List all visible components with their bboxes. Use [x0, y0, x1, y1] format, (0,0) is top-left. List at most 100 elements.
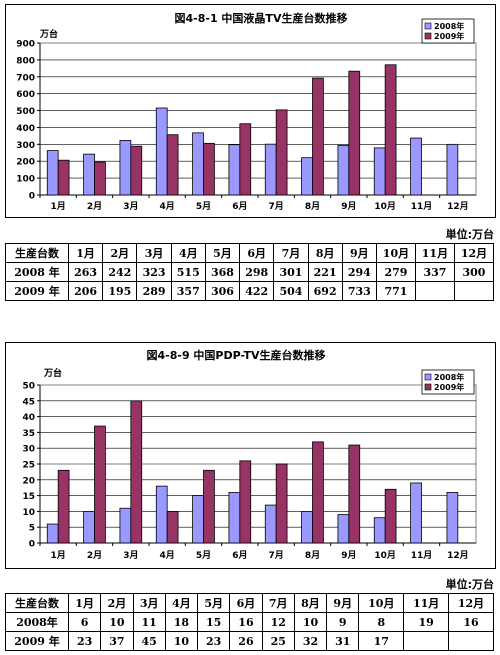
table-cell: 6 — [67, 612, 102, 632]
bar-2008 — [373, 517, 386, 544]
table-month-header: 11月 — [414, 243, 455, 263]
table-cell: 23 — [197, 631, 231, 651]
x-tick-label: 9月 — [341, 201, 356, 212]
table-cell: 263 — [67, 262, 104, 282]
table-month-header: 7月 — [261, 593, 295, 613]
x-tick-label: 10月 — [374, 550, 396, 561]
bar-2009 — [348, 444, 361, 544]
y-axis-unit-label: 万台 — [39, 28, 58, 40]
y-tick-label: 30 — [22, 445, 35, 455]
table-month-header: 12月 — [448, 593, 494, 613]
x-tick-label: 9月 — [341, 550, 356, 561]
plot-area — [39, 42, 477, 196]
table-month-header: 12月 — [453, 243, 495, 263]
bar-2008 — [46, 150, 59, 196]
table-month-header: 5月 — [197, 593, 231, 613]
table-cell: 23 — [67, 631, 102, 651]
table-cell: 17 — [358, 631, 405, 651]
y-tick-label: 45 — [22, 397, 35, 407]
x-tick-label: 7月 — [269, 201, 284, 212]
table-month-header: 1月 — [67, 593, 102, 613]
table-month-header: 3月 — [136, 243, 172, 263]
table-month-header: 3月 — [132, 593, 166, 613]
bar-2009 — [275, 109, 288, 196]
table-month-header: 9月 — [326, 593, 360, 613]
y-axis-unit-label: 万台 — [43, 367, 62, 379]
y-tick-label: 35 — [22, 429, 35, 439]
y-tick-label: 25 — [22, 461, 35, 471]
table-cell: 16 — [448, 612, 494, 632]
x-tick-label: 12月 — [447, 550, 469, 561]
bar-2008 — [410, 137, 422, 196]
legend-label: 2009年 — [434, 382, 464, 392]
table-header-row: 生産台数 1月 2月 3月 4月 5月 6月 7月 8月 9月 10月 11月 12月 — [5, 243, 495, 263]
table-cell: 15 — [197, 612, 231, 632]
table-month-header: 5月 — [204, 243, 241, 263]
table-unit-note: 単位:万台 — [445, 228, 494, 241]
bar-2009 — [384, 64, 397, 196]
table-month-header: 10月 — [358, 593, 405, 613]
table-cell: 10 — [293, 612, 328, 632]
x-tick-label: 2月 — [87, 201, 102, 212]
x-tick-label: 7月 — [269, 550, 284, 561]
y-tick-label: 600 — [16, 90, 35, 100]
x-tick-label: 11月 — [411, 201, 433, 212]
table-cell: 279 — [375, 262, 416, 282]
table-month-header: 7月 — [273, 243, 309, 263]
table-cell: 10 — [164, 631, 199, 651]
table-cell: 206 — [67, 281, 104, 301]
x-tick-label: 10月 — [374, 201, 396, 212]
table-month-header: 8月 — [307, 243, 343, 263]
table-month-header: 9月 — [341, 243, 377, 263]
y-tick-label: 100 — [16, 175, 35, 185]
x-tick-label: 6月 — [232, 201, 247, 212]
legend-swatch — [424, 32, 432, 40]
table-cell: 300 — [453, 262, 495, 282]
chart-title: 図4-8-1 中国液晶TV生産台数推移 — [175, 11, 348, 25]
table-cell: 37 — [100, 631, 134, 651]
table-cell: 515 — [170, 262, 206, 282]
table-row: 2008 年 263 242 323 515 368 298 301 221 294 279 337 3… — [5, 262, 495, 282]
table-cell: 422 — [239, 281, 275, 301]
y-tick-label: 400 — [16, 124, 35, 134]
table-cell: 294 — [341, 262, 377, 282]
table-cell: 301 — [273, 262, 309, 282]
y-tick-label: 40 — [22, 413, 35, 423]
table-cell: 26 — [229, 631, 263, 651]
table-cell: 32 — [293, 631, 328, 651]
bar-2008 — [337, 144, 350, 196]
table-cell: 357 — [170, 281, 206, 301]
bar-2009 — [130, 400, 143, 544]
bar-2008 — [192, 495, 204, 544]
table-unit-note: 単位:万台 — [445, 578, 494, 591]
table-cell: 31 — [326, 631, 360, 651]
table-row-label: 2008 年 — [5, 262, 69, 282]
pdp-tv-chart: 図4-8-9 中国PDP-TV生産台数推移 万台 0 5 10 15 20 25 30 35 40 4… — [5, 342, 496, 569]
lcd-tv-chart: 図4-8-1 中国液晶TV生産台数推移 万台 0 100 200 300 400 500 600… — [5, 4, 496, 218]
y-tick-label: 15 — [22, 492, 35, 502]
table-month-header: 2月 — [102, 243, 138, 263]
bar-2008 — [83, 153, 95, 196]
y-tick-label: 5 — [29, 524, 35, 534]
table-row-label: 2009 年 — [5, 631, 69, 651]
bar-2009 — [312, 441, 324, 544]
table-cell: 221 — [307, 262, 343, 282]
table-cell: 195 — [102, 281, 138, 301]
bar-2009 — [94, 425, 106, 544]
y-tick-label: 20 — [22, 476, 35, 486]
table-cell — [453, 281, 495, 301]
table-cell: 10 — [100, 612, 134, 632]
table-cell: 323 — [136, 262, 172, 282]
table-cell: 242 — [102, 262, 138, 282]
bar-2008 — [301, 510, 313, 544]
pdp-tv-data-table: 生産台数 1月 2月 3月 4月 5月 6月 7月 8月 9月 10月 11月 12月 2008年 6 10 1… — [5, 593, 494, 651]
legend-label: 2008年 — [434, 372, 464, 382]
table-row-label: 2009 年 — [5, 281, 69, 301]
legend-swatch — [424, 22, 432, 30]
bar-2009 — [57, 469, 70, 544]
bar-2008 — [119, 507, 132, 544]
lcd-tv-data-table: 生産台数 1月 2月 3月 4月 5月 6月 7月 8月 9月 10月 11月 12月 2008 年 263… — [5, 243, 495, 301]
table-cell — [414, 281, 455, 301]
bar-2009 — [166, 134, 179, 196]
